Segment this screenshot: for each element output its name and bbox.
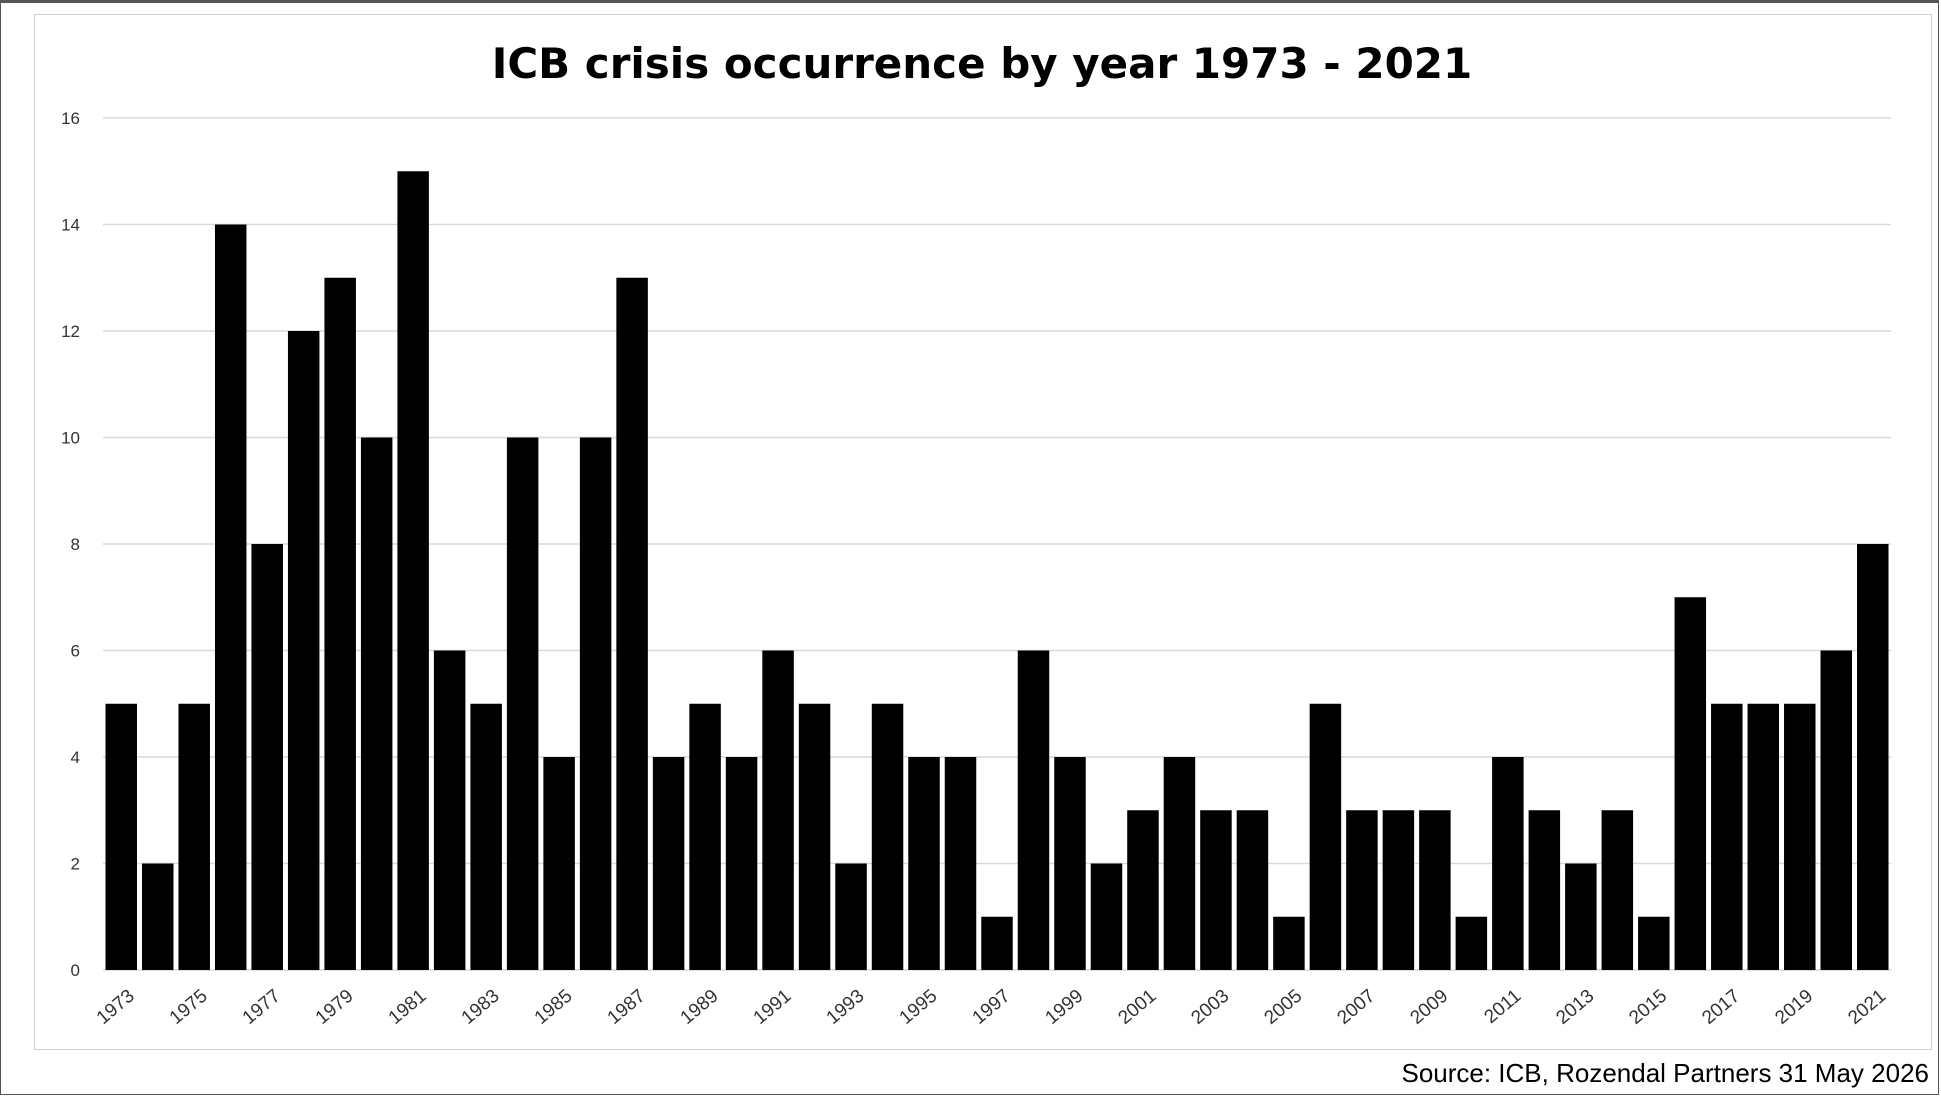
x-tick-label: 2015 — [1625, 986, 1671, 1029]
bar-1988 — [652, 757, 685, 970]
x-tick-label: 2011 — [1480, 986, 1525, 1028]
x-tick-label: 1993 — [823, 986, 869, 1029]
bar-1994 — [871, 703, 904, 970]
bar-1976 — [214, 224, 247, 970]
bar-2021 — [1857, 544, 1889, 970]
bar-1980 — [360, 437, 393, 970]
bar-1979 — [324, 277, 356, 970]
bar-1974 — [141, 863, 174, 970]
bar-2004 — [1236, 810, 1269, 970]
x-tick-label: 2007 — [1333, 986, 1379, 1029]
bar-2019 — [1784, 703, 1816, 970]
bar-2016 — [1674, 597, 1707, 970]
y-tick-label: 16 — [61, 109, 80, 128]
bar-2017 — [1711, 703, 1743, 970]
x-tick-label: 1979 — [312, 986, 358, 1029]
bar-2011 — [1492, 757, 1524, 970]
y-tick-label: 0 — [71, 961, 80, 980]
x-tick-label: 1987 — [604, 986, 650, 1029]
bar-2000 — [1090, 863, 1123, 970]
x-tick-label: 2019 — [1771, 986, 1817, 1029]
bar-1978 — [287, 331, 320, 970]
bar-2018 — [1747, 703, 1780, 970]
bar-2009 — [1419, 810, 1451, 970]
y-tick-label: 2 — [71, 855, 80, 874]
bar-2005 — [1273, 916, 1305, 970]
x-tick-label: 2001 — [1115, 986, 1161, 1029]
x-tick-label: 2005 — [1260, 986, 1306, 1029]
bar-1973 — [105, 703, 137, 970]
bar-1986 — [579, 437, 612, 970]
bar-1984 — [506, 437, 539, 970]
bar-2007 — [1346, 810, 1378, 970]
x-tick-label: 1973 — [93, 986, 139, 1029]
x-tick-label: 1995 — [896, 986, 942, 1029]
x-tick-label: 1975 — [166, 986, 212, 1029]
bar-1975 — [178, 703, 210, 970]
bar-1996 — [944, 757, 977, 970]
bar-2015 — [1638, 916, 1670, 970]
bar-2006 — [1309, 703, 1342, 970]
y-tick-label: 8 — [71, 535, 80, 554]
x-tick-label: 1983 — [458, 986, 504, 1029]
bar-1993 — [835, 863, 867, 970]
bar-1982 — [433, 650, 466, 970]
bar-2014 — [1601, 810, 1634, 970]
y-tick-label: 10 — [61, 429, 80, 448]
bar-1989 — [689, 703, 721, 970]
x-tick-label: 2013 — [1552, 986, 1598, 1029]
x-tick-label: 2003 — [1187, 986, 1233, 1029]
bar-1995 — [908, 757, 940, 970]
y-tick-label: 6 — [71, 642, 80, 661]
bar-2013 — [1565, 863, 1597, 970]
bar-1997 — [981, 916, 1013, 970]
bar-1998 — [1017, 650, 1050, 970]
x-tick-label: 1989 — [677, 986, 723, 1029]
bar-1985 — [543, 757, 575, 970]
x-tick-label: 2017 — [1698, 986, 1744, 1029]
bar-2012 — [1528, 810, 1561, 970]
x-tick-label: 2009 — [1406, 986, 1452, 1029]
bar-chart: ICB crisis occurrence by year 1973 - 202… — [61, 39, 1891, 1029]
bar-2020 — [1820, 650, 1853, 970]
x-tick-label: 1997 — [969, 986, 1015, 1029]
bar-1992 — [798, 703, 831, 970]
source-note: Source: ICB, Rozendal Partners 31 May 20… — [1401, 1058, 1929, 1088]
x-tick-label: 2021 — [1844, 986, 1890, 1029]
bar-1983 — [470, 703, 502, 970]
x-tick-label: 1985 — [531, 986, 577, 1029]
x-tick-label: 1999 — [1042, 986, 1088, 1029]
bar-2010 — [1455, 916, 1488, 970]
bar-1981 — [397, 171, 429, 970]
bar-2002 — [1163, 757, 1196, 970]
x-axis-ticks: 1973 1975 1977 1979 1981 1983 1985 1987 1989 1991… — [93, 986, 1890, 1029]
chart-title: ICB crisis occurrence by year 1973 - 202… — [492, 39, 1473, 88]
y-axis-ticks: 0 2 4 6 8 10 12 14 16 — [61, 109, 80, 980]
bar-1999 — [1054, 757, 1086, 970]
y-tick-label: 12 — [61, 322, 80, 341]
bar-1991 — [762, 650, 794, 970]
x-tick-label: 1991 — [750, 986, 796, 1029]
bar-2008 — [1382, 810, 1415, 970]
bar-1987 — [616, 277, 648, 970]
bars — [105, 171, 1889, 970]
bar-2003 — [1200, 810, 1232, 970]
bar-2001 — [1127, 810, 1159, 970]
x-tick-label: 1981 — [385, 986, 431, 1029]
bar-1990 — [725, 757, 758, 970]
y-tick-label: 4 — [71, 748, 80, 767]
y-tick-label: 14 — [61, 216, 80, 235]
x-tick-label: 1977 — [239, 986, 285, 1029]
bar-1977 — [251, 544, 283, 970]
